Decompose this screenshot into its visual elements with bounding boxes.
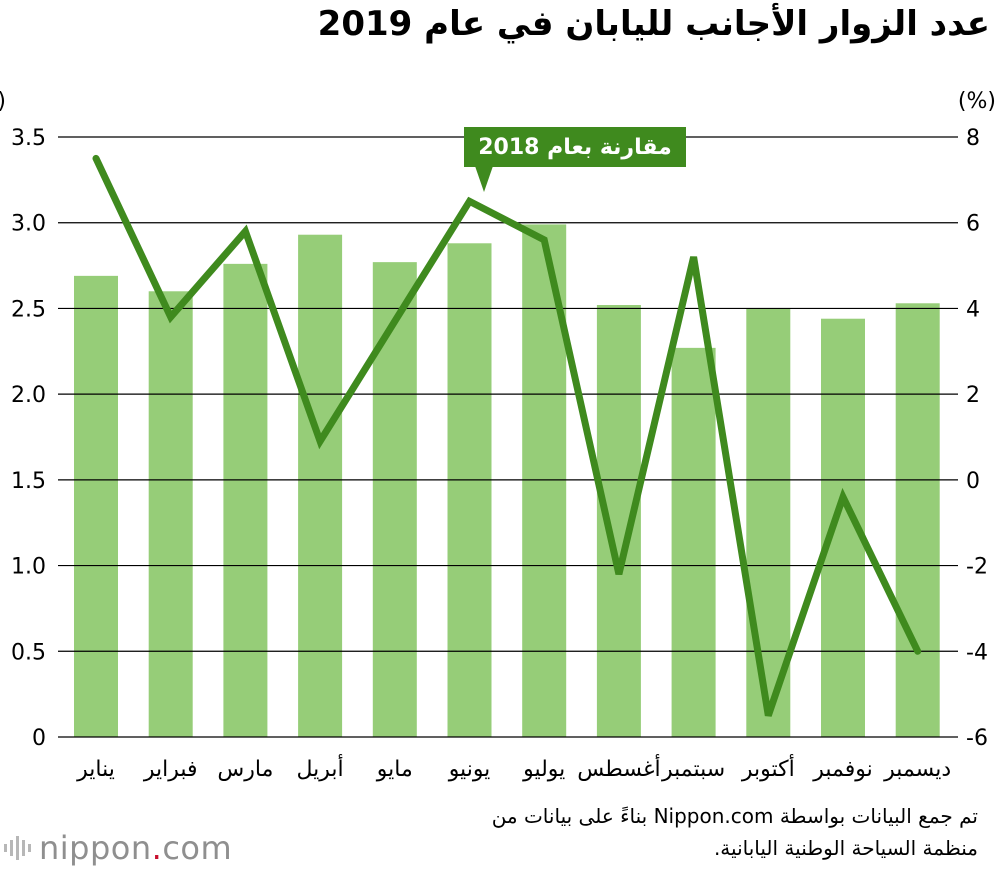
x-tick-label: أغسطس (577, 754, 660, 782)
line-callout-pointer (475, 166, 493, 192)
bar (223, 263, 268, 737)
left-tick-label: 3.5 (11, 126, 46, 151)
left-tick-label: 2.0 (11, 383, 46, 408)
right-tick-label: 0 (966, 469, 980, 494)
right-tick-label: -4 (966, 640, 988, 665)
left-tick-label: 0.5 (11, 640, 46, 665)
left-axis-label: (مليون شخص) (0, 89, 6, 114)
left-tick-label: 2.5 (11, 297, 46, 322)
left-tick-label: 1.0 (11, 555, 46, 580)
left-tick-label: 0 (32, 726, 46, 751)
bar (895, 303, 940, 737)
bar (671, 347, 716, 737)
right-tick-label: 6 (966, 212, 980, 237)
bar (447, 243, 492, 738)
x-tick-label: نوفمبر (812, 757, 873, 782)
right-tick-label: 4 (966, 297, 980, 322)
right-tick-label: 8 (966, 126, 980, 151)
x-tick-label: سبتمبر (661, 757, 725, 782)
line-callout: مقارنة بعام 2018 (464, 127, 686, 167)
x-tick-label: يوليو (522, 757, 565, 782)
x-tick-label: مايو (376, 757, 413, 782)
right-axis-label: (%) (958, 89, 996, 114)
x-tick-label: أبريل (297, 754, 344, 782)
source-note: تم جمع البيانات بواسطة Nippon.com بناءً … (491, 804, 978, 860)
chart-title: عدد الزوار الأجانب لليابان في عام 2019 (317, 4, 990, 44)
x-tick-label: يونيو (448, 757, 491, 782)
nippon-logo[interactable]: nippon.com (4, 826, 232, 870)
x-tick-label: أكتوبر (741, 754, 795, 782)
right-tick-label: -6 (966, 726, 988, 751)
bar (298, 234, 343, 737)
x-tick-label: مارس (217, 757, 273, 782)
right-tick-label: -2 (966, 555, 988, 580)
bar (74, 275, 118, 737)
left-tick-label: 1.5 (11, 469, 46, 494)
x-tick-label: يناير (76, 757, 115, 782)
line-series (92, 154, 922, 717)
bar (372, 262, 417, 737)
left-tick-label: 3.0 (11, 212, 46, 237)
logo-text: nippon.com (39, 829, 233, 867)
x-tick-label: ديسمبر (883, 757, 951, 782)
bar (148, 291, 193, 737)
x-tick-label: فبراير (143, 757, 198, 782)
logo-bars-icon (4, 836, 31, 860)
right-tick-label: 2 (966, 383, 980, 408)
